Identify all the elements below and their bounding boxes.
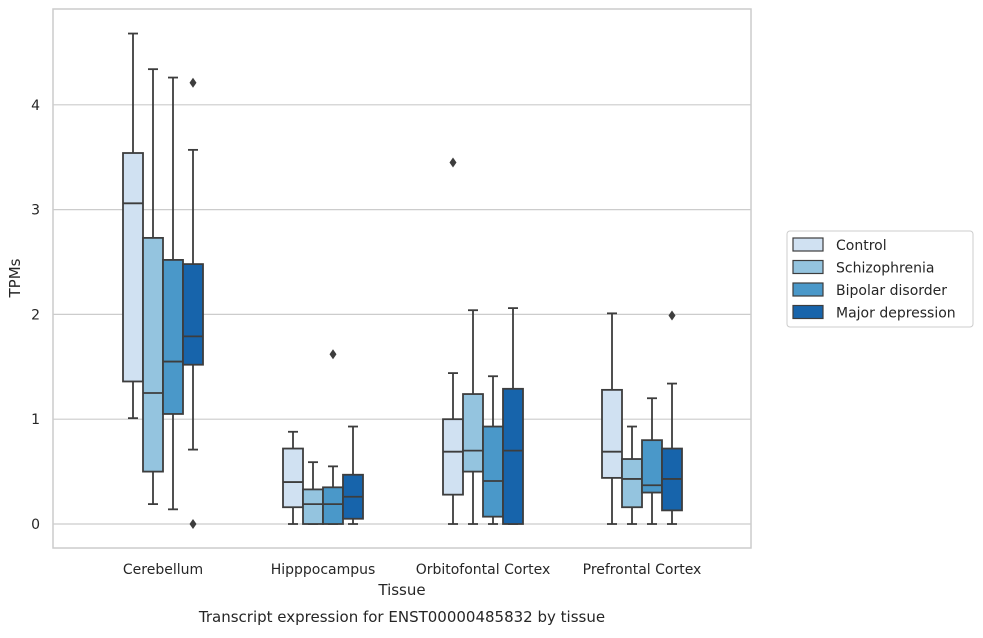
y-tick-label: 4 (31, 98, 40, 114)
box-major-depression (502, 307, 524, 525)
boxes (122, 32, 683, 529)
legend-swatch (792, 259, 824, 275)
outlier-point (189, 77, 197, 88)
legend-label: Major depression (836, 306, 956, 322)
legend-swatch (792, 282, 824, 297)
box-body (122, 152, 144, 383)
outlier-point (668, 310, 676, 321)
y-tick-labels: 0 1 2 3 4 (31, 98, 40, 533)
outlier-point (329, 349, 337, 360)
box-schizophrenia (142, 68, 164, 505)
box-bipolar-disorder (162, 76, 184, 511)
box-bipolar-disorder (641, 397, 663, 525)
y-tick-label: 0 (31, 517, 40, 533)
outlier-point (449, 157, 457, 168)
box-body (182, 263, 204, 366)
x-tick-label: Prefrontal Cortex (583, 562, 702, 578)
box-body (282, 447, 304, 509)
box-control (282, 430, 304, 525)
chart-title: Transcript expression for ENST0000048583… (198, 608, 605, 626)
x-axis-label: Tissue (377, 581, 425, 599)
box-major-depression (342, 425, 364, 525)
legend: Control Schizophrenia Bipolar disorder Majo… (786, 230, 974, 328)
x-tick-label: Hipppocampus (271, 562, 376, 578)
x-tick-label: Cerebellum (123, 562, 203, 578)
box-control (122, 32, 144, 420)
legend-frame (786, 230, 974, 328)
legend-label: Bipolar disorder (836, 283, 947, 299)
box-body (142, 236, 164, 473)
legend-swatch (792, 304, 824, 320)
box-body (162, 259, 184, 415)
box-body (601, 388, 623, 479)
plot-frame (52, 8, 752, 549)
y-axis-label: TPMs (6, 258, 24, 298)
x-tick-labels: Cerebellum Hipppocampus Orbitofontal Corte… (123, 562, 701, 578)
box-control (601, 312, 623, 525)
box-body (302, 488, 324, 525)
y-tick-label: 1 (31, 412, 40, 428)
box-body (502, 387, 524, 525)
box-body (322, 486, 344, 525)
box-body (621, 458, 643, 509)
y-tick-label: 3 (31, 203, 40, 219)
box-body (462, 393, 484, 473)
legend-swatch (792, 237, 824, 252)
x-tick-label: Orbitofontal Cortex (416, 562, 551, 578)
box-bipolar-disorder (322, 349, 344, 525)
box-major-depression (182, 77, 204, 529)
box-control (442, 157, 464, 525)
box-major-depression (661, 310, 683, 525)
box-body (442, 418, 464, 496)
legend-label: Control (836, 238, 887, 254)
outlier-point (189, 519, 197, 529)
legend-label: Schizophrenia (836, 261, 934, 277)
y-tick-label: 2 (31, 307, 40, 323)
box-body (482, 425, 504, 518)
